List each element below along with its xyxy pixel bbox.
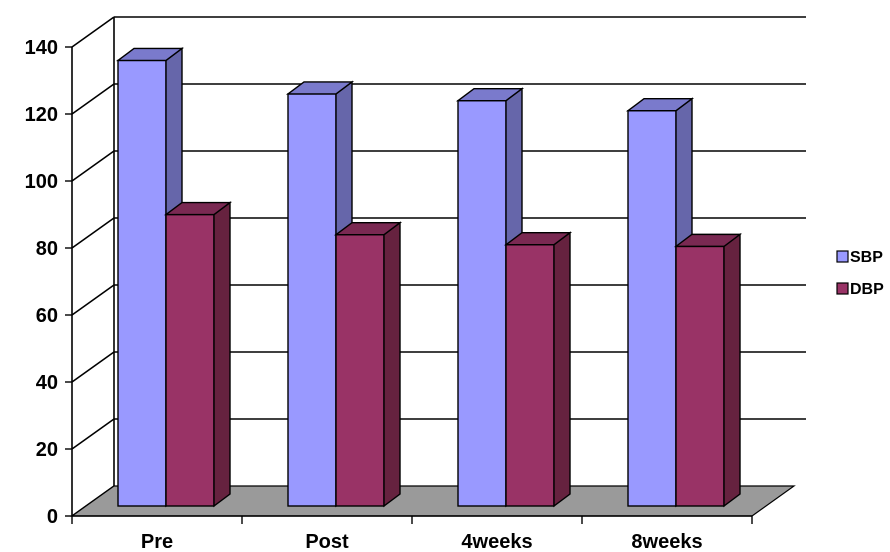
bar-top-dbp-pre <box>163 201 233 216</box>
y-tick-label: 20 <box>36 439 58 461</box>
legend-label-dbp: DBP <box>850 281 884 298</box>
wall-gridline <box>71 217 115 249</box>
bar-sbp-4weeks <box>457 99 507 507</box>
legend-label-sbp: SBP <box>850 249 883 266</box>
bar-side-dbp-post <box>383 221 401 508</box>
legend-swatch-sbp <box>836 250 849 263</box>
bar-top-dbp-4weeks <box>503 231 573 246</box>
x-category-label: Post <box>305 531 349 552</box>
y-tick-label: 80 <box>36 238 58 260</box>
bar-top-sbp-pre <box>115 47 185 62</box>
bar-dbp-pre <box>165 213 215 507</box>
x-category-label: 4weeks <box>461 531 532 552</box>
bar-top-dbp-post <box>333 221 403 236</box>
x-category-label: 8weeks <box>631 531 702 552</box>
y-tick-label: 120 <box>25 104 58 126</box>
bar-sbp-8weeks <box>627 109 677 507</box>
y-tick-label: 40 <box>36 372 58 394</box>
x-category-label: Pre <box>141 531 173 552</box>
y-tick-label: 60 <box>36 305 58 327</box>
bar-side-dbp-pre <box>213 201 231 508</box>
wall-gridline <box>71 351 115 383</box>
bar-top-dbp-8weeks <box>673 233 743 248</box>
bar-sbp-pre <box>117 59 167 507</box>
y-tick-label: 140 <box>25 37 58 59</box>
bar-dbp-8weeks <box>675 245 725 507</box>
wall-gridline <box>71 83 115 115</box>
y-tick-label: 0 <box>47 506 58 528</box>
wall-gridline <box>71 150 115 182</box>
bar-top-sbp-8weeks <box>625 97 695 112</box>
wall-gridline <box>71 284 115 316</box>
bar-side-dbp-8weeks <box>723 232 741 508</box>
wall-gridline <box>71 16 115 48</box>
bar-dbp-4weeks <box>505 243 555 507</box>
bar-top-sbp-4weeks <box>455 87 525 102</box>
bar-top-sbp-post <box>285 81 355 95</box>
bar-dbp-post <box>335 233 385 507</box>
wall-gridline <box>71 418 115 450</box>
bar-side-dbp-4weeks <box>553 231 571 508</box>
y-tick-label: 100 <box>25 171 58 193</box>
bar-sbp-post <box>287 93 337 507</box>
legend-swatch-dbp <box>836 282 849 295</box>
